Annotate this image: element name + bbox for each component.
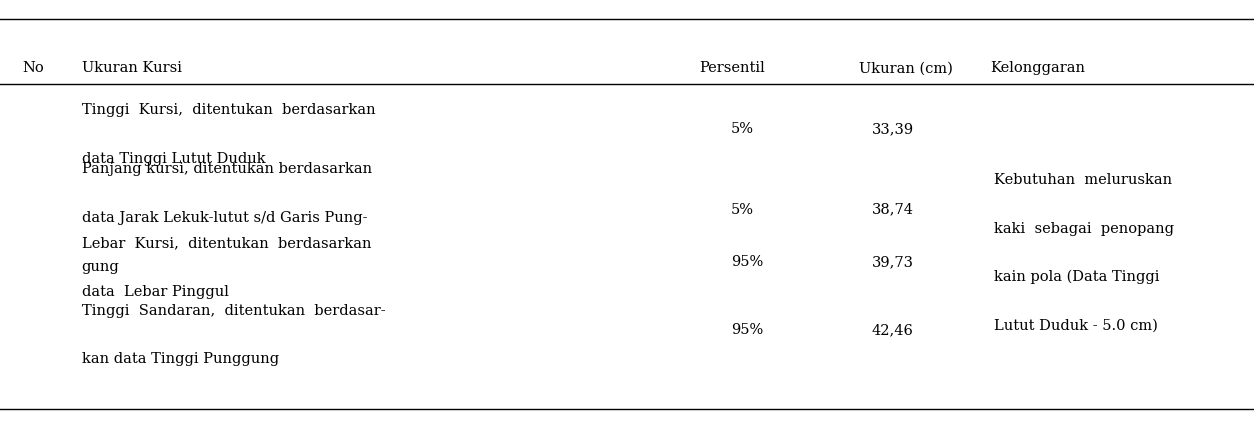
- Text: Ukuran (cm): Ukuran (cm): [859, 61, 953, 75]
- Text: 33,39: 33,39: [872, 122, 914, 136]
- Text: 42,46: 42,46: [872, 323, 913, 337]
- Text: 95%: 95%: [731, 255, 764, 269]
- Text: 5%: 5%: [731, 122, 754, 136]
- Text: No: No: [23, 61, 44, 75]
- Text: Kelonggaran: Kelonggaran: [991, 61, 1086, 75]
- Text: Panjang kursi, ditentukan berdasarkan: Panjang kursi, ditentukan berdasarkan: [82, 162, 371, 176]
- Text: kain pola (Data Tinggi: kain pola (Data Tinggi: [994, 270, 1160, 284]
- Text: 95%: 95%: [731, 323, 764, 337]
- Text: Lebar  Kursi,  ditentukan  berdasarkan: Lebar Kursi, ditentukan berdasarkan: [82, 236, 371, 250]
- Text: 5%: 5%: [731, 203, 754, 216]
- Text: Tinggi  Sandaran,  ditentukan  berdasar-: Tinggi Sandaran, ditentukan berdasar-: [82, 304, 385, 318]
- Text: Ukuran Kursi: Ukuran Kursi: [82, 61, 182, 75]
- Text: 39,73: 39,73: [872, 255, 913, 269]
- Text: data Jarak Lekuk-lutut s/d Garis Pung-: data Jarak Lekuk-lutut s/d Garis Pung-: [82, 211, 367, 225]
- Text: 38,74: 38,74: [872, 203, 913, 216]
- Text: data Tinggi Lutut Duduk: data Tinggi Lutut Duduk: [82, 152, 265, 166]
- Text: Lutut Duduk - 5.0 cm): Lutut Duduk - 5.0 cm): [994, 319, 1159, 333]
- Text: kaki  sebagai  penopang: kaki sebagai penopang: [994, 222, 1175, 235]
- Text: data  Lebar Pinggul: data Lebar Pinggul: [82, 285, 228, 299]
- Text: kan data Tinggi Punggung: kan data Tinggi Punggung: [82, 352, 278, 366]
- Text: Kebutuhan  meluruskan: Kebutuhan meluruskan: [994, 173, 1172, 187]
- Text: Tinggi  Kursi,  ditentukan  berdasarkan: Tinggi Kursi, ditentukan berdasarkan: [82, 103, 375, 117]
- Text: Persentil: Persentil: [700, 61, 765, 75]
- Text: gung: gung: [82, 260, 119, 273]
